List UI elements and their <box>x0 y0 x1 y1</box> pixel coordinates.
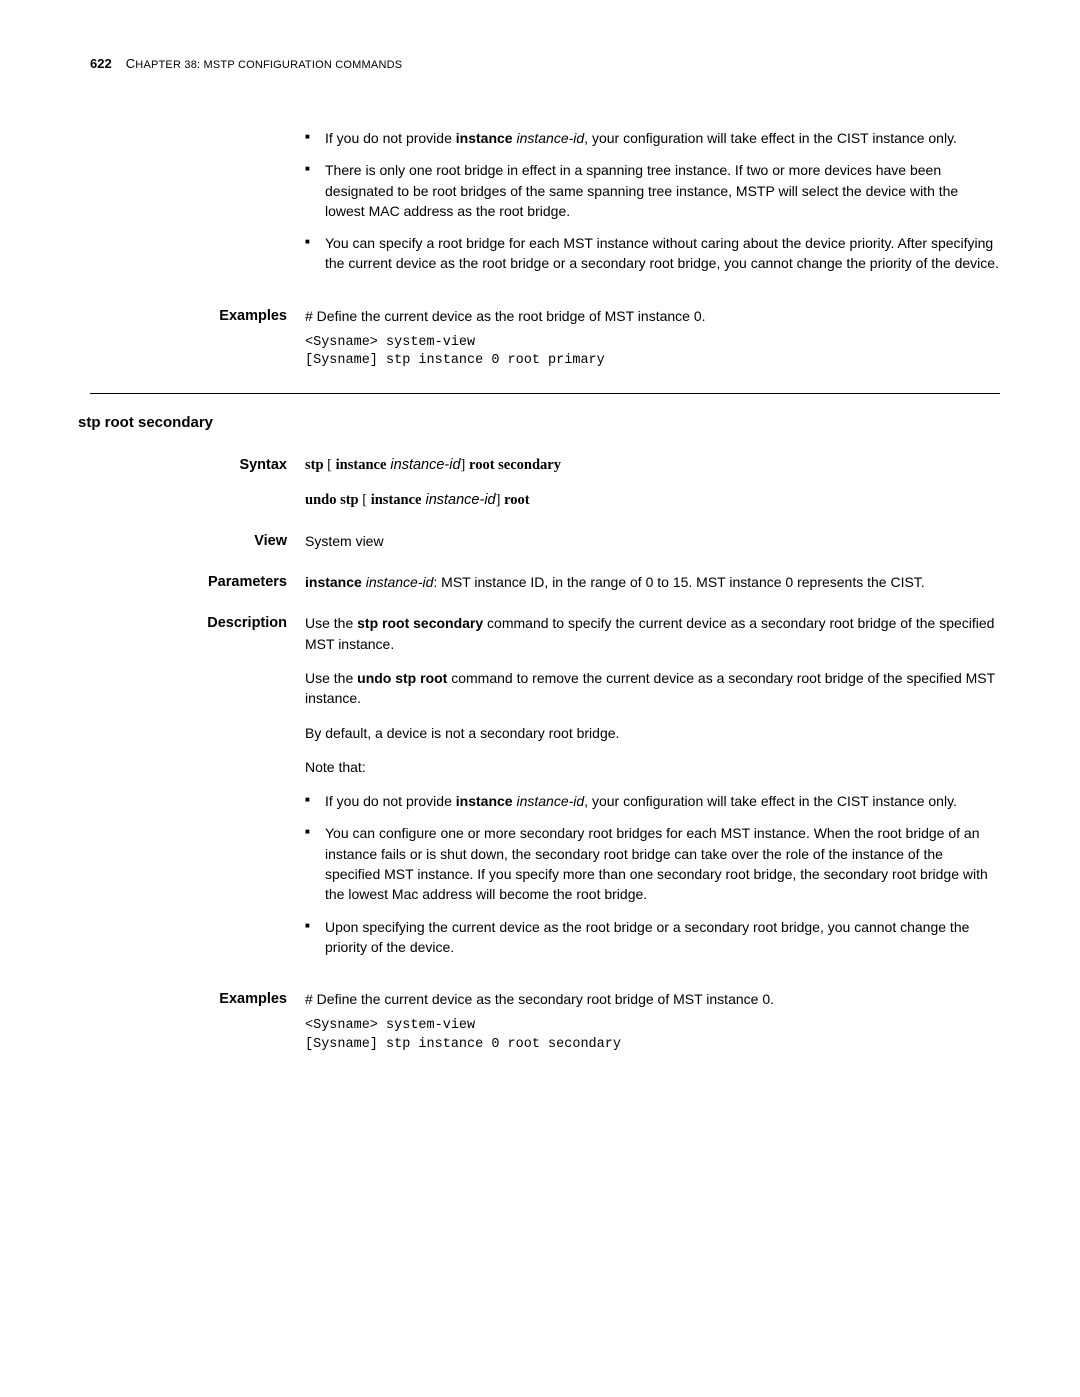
description-label: Description <box>90 613 305 969</box>
syntax-body: stp [ instance instance-id] root seconda… <box>305 455 1000 511</box>
note-item-3: You can specify a root bridge for each M… <box>305 233 1000 274</box>
page-header: 622 CHAPTER 38: MSTP CONFIGURATION COMMA… <box>90 55 402 74</box>
examples-code-1: <Sysname> system-view [Sysname] stp inst… <box>305 334 1000 370</box>
view-label: View <box>90 531 305 552</box>
desc-list: If you do not provide instance instance-… <box>305 791 1000 957</box>
desc-item-1: If you do not provide instance instance-… <box>305 791 1000 811</box>
description-row: Description Use the stp root secondary c… <box>90 613 1000 969</box>
examples-text-2: # Define the current device as the secon… <box>305 989 1000 1009</box>
desc-p1: Use the stp root secondary command to sp… <box>305 613 1000 654</box>
examples-text-1: # Define the current device as the root … <box>305 306 1000 326</box>
top-notes-row: If you do not provide instance instance-… <box>90 128 1000 286</box>
syntax-line-1: stp [ instance instance-id] root seconda… <box>305 455 1000 476</box>
empty-label <box>90 128 305 286</box>
desc-p3: By default, a device is not a secondary … <box>305 723 1000 743</box>
desc-p4: Note that: <box>305 757 1000 777</box>
syntax-row: Syntax stp [ instance instance-id] root … <box>90 455 1000 511</box>
examples-body-1: # Define the current device as the root … <box>305 306 1000 371</box>
section-separator <box>90 393 1000 394</box>
syntax-line-2: undo stp [ instance instance-id] root <box>305 490 1000 511</box>
top-notes-list: If you do not provide instance instance-… <box>305 128 1000 274</box>
desc-item-2: You can configure one or more secondary … <box>305 823 1000 904</box>
view-body: System view <box>305 531 1000 552</box>
description-body: Use the stp root secondary command to sp… <box>305 613 1000 969</box>
desc-item-3: Upon specifying the current device as th… <box>305 917 1000 958</box>
examples-body-2: # Define the current device as the secon… <box>305 989 1000 1054</box>
examples-label-1: Examples <box>90 306 305 371</box>
view-row: View System view <box>90 531 1000 552</box>
top-notes-body: If you do not provide instance instance-… <box>305 128 1000 286</box>
note-item-1: If you do not provide instance instance-… <box>305 128 1000 148</box>
examples-label-2: Examples <box>90 989 305 1054</box>
parameters-body: instance instance-id: MST instance ID, i… <box>305 572 1000 593</box>
note-item-2: There is only one root bridge in effect … <box>305 160 1000 221</box>
examples-row-2: Examples # Define the current device as … <box>90 989 1000 1054</box>
page-number: 622 <box>90 55 112 74</box>
section-title: stp root secondary <box>78 412 1000 434</box>
chapter-title: CHAPTER 38: MSTP CONFIGURATION COMMANDS <box>126 55 403 74</box>
parameters-label: Parameters <box>90 572 305 593</box>
syntax-label: Syntax <box>90 455 305 511</box>
examples-code-2: <Sysname> system-view [Sysname] stp inst… <box>305 1017 1000 1053</box>
desc-p2: Use the undo stp root command to remove … <box>305 668 1000 709</box>
parameters-row: Parameters instance instance-id: MST ins… <box>90 572 1000 593</box>
examples-row-1: Examples # Define the current device as … <box>90 306 1000 371</box>
page-content: If you do not provide instance instance-… <box>90 128 1000 1074</box>
